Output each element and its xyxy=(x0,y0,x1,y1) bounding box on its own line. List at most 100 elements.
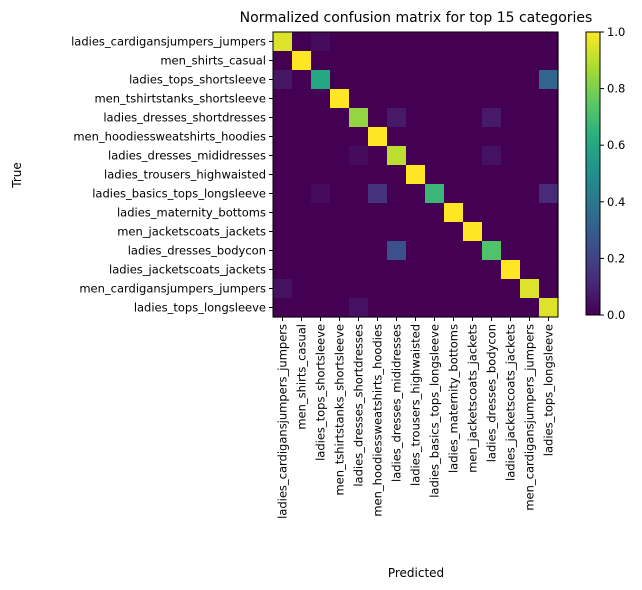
heatmap-cell xyxy=(539,70,559,90)
heatmap-cell xyxy=(539,298,559,318)
heatmap-cell xyxy=(425,203,445,223)
y-tick-label: ladies_trousers_highwaisted xyxy=(104,168,266,182)
heatmap-cell xyxy=(387,203,407,223)
heatmap-cell xyxy=(520,51,540,71)
heatmap-cell xyxy=(349,260,369,280)
heatmap-cell xyxy=(406,127,426,147)
heatmap-cell xyxy=(406,241,426,261)
heatmap-cell xyxy=(501,51,521,71)
heatmap-cell xyxy=(539,184,559,204)
y-tick-label: men_shirts_casual xyxy=(160,54,266,68)
heatmap-cell xyxy=(425,222,445,242)
heatmap-cell xyxy=(368,298,388,318)
heatmap-cell xyxy=(482,184,502,204)
heatmap-cell xyxy=(501,32,521,52)
heatmap-cell xyxy=(406,89,426,109)
heatmap-cell xyxy=(311,32,331,52)
heatmap-cell xyxy=(539,241,559,261)
y-tick-label: men_tshirtstanks_shortsleeve xyxy=(94,92,266,106)
heatmap-cell xyxy=(368,108,388,128)
heatmap-cell xyxy=(501,89,521,109)
heatmap-cell xyxy=(387,89,407,109)
heatmap-cell xyxy=(387,108,407,128)
heatmap-cell xyxy=(349,203,369,223)
heatmap-cell xyxy=(349,32,369,52)
heatmap-cell xyxy=(406,203,426,223)
heatmap-cell xyxy=(520,32,540,52)
heatmap-cell xyxy=(292,108,312,128)
heatmap-cell xyxy=(349,279,369,299)
heatmap-cell xyxy=(349,298,369,318)
heatmap-cell xyxy=(311,146,331,166)
heatmap-cell xyxy=(368,146,388,166)
y-axis-label: True xyxy=(10,162,24,189)
heatmap-cell xyxy=(463,89,483,109)
heatmap-cell xyxy=(368,222,388,242)
heatmap-cell xyxy=(311,165,331,185)
heatmap-cell xyxy=(501,203,521,223)
heatmap-cell xyxy=(463,32,483,52)
heatmap-cell xyxy=(463,184,483,204)
heatmap-cell xyxy=(311,222,331,242)
x-tick-label: ladies_maternity_bottoms xyxy=(447,324,461,473)
heatmap-cell xyxy=(387,32,407,52)
heatmap-cell xyxy=(349,146,369,166)
heatmap-cell xyxy=(444,184,464,204)
heatmap-cell xyxy=(406,32,426,52)
heatmap-cell xyxy=(425,127,445,147)
heatmap-cell xyxy=(368,127,388,147)
heatmap-cell xyxy=(406,222,426,242)
heatmap-cell xyxy=(520,89,540,109)
heatmap-cell xyxy=(406,108,426,128)
heatmap-cell xyxy=(444,127,464,147)
heatmap-cell xyxy=(482,51,502,71)
heatmap-cell xyxy=(520,165,540,185)
heatmap-cell xyxy=(482,241,502,261)
heatmap-cell xyxy=(463,146,483,166)
y-axis-ticks: ladies_cardigansjumpers_jumpers men_shirt… xyxy=(71,35,273,315)
heatmap-cell xyxy=(520,70,540,90)
heatmap-cell xyxy=(292,298,312,318)
heatmap-cell xyxy=(425,279,445,299)
heatmap-cell xyxy=(273,298,293,318)
heatmap-cell xyxy=(539,165,559,185)
heatmap-cell xyxy=(387,222,407,242)
heatmap-cell xyxy=(444,279,464,299)
heatmap-cell xyxy=(273,260,293,280)
y-tick-label: ladies_cardigansjumpers_jumpers xyxy=(71,35,266,49)
heatmap-cell xyxy=(387,260,407,280)
heatmap-cell xyxy=(463,260,483,280)
heatmap-cell xyxy=(406,51,426,71)
colorbar-tick-label: 0.2 xyxy=(607,251,625,265)
x-tick-label: ladies_basics_tops_longsleeve xyxy=(428,324,442,498)
heatmap-cell xyxy=(292,260,312,280)
heatmap-cell xyxy=(330,51,350,71)
heatmap-cell xyxy=(273,146,293,166)
x-tick-label: men_cardigansjumpers_jumpers xyxy=(523,324,537,511)
colorbar-tick-label: 0.4 xyxy=(607,195,625,209)
heatmap-cell xyxy=(444,222,464,242)
heatmap-cell xyxy=(292,51,312,71)
heatmap-cell xyxy=(520,203,540,223)
heatmap-cell xyxy=(482,70,502,90)
x-tick-label: ladies_dresses_shortdresses xyxy=(352,324,366,487)
heatmap-cell xyxy=(444,260,464,280)
heatmap-cell xyxy=(368,51,388,71)
heatmap-cell xyxy=(539,127,559,147)
x-tick-label: ladies_jacketscoats_jackets xyxy=(504,324,518,481)
heatmap-cell xyxy=(349,241,369,261)
heatmap-cell xyxy=(463,203,483,223)
heatmap-cell xyxy=(406,70,426,90)
heatmap-cell xyxy=(292,70,312,90)
heatmap-cell xyxy=(368,165,388,185)
heatmap-cell xyxy=(349,108,369,128)
heatmap-cell xyxy=(520,146,540,166)
heatmap-cell xyxy=(444,70,464,90)
heatmap-cell xyxy=(292,203,312,223)
heatmap-cell xyxy=(311,260,331,280)
heatmap-cell xyxy=(368,241,388,261)
heatmap-cell xyxy=(273,108,293,128)
heatmap-cell xyxy=(368,89,388,109)
heatmap-cell xyxy=(387,127,407,147)
heatmap-cell xyxy=(482,146,502,166)
